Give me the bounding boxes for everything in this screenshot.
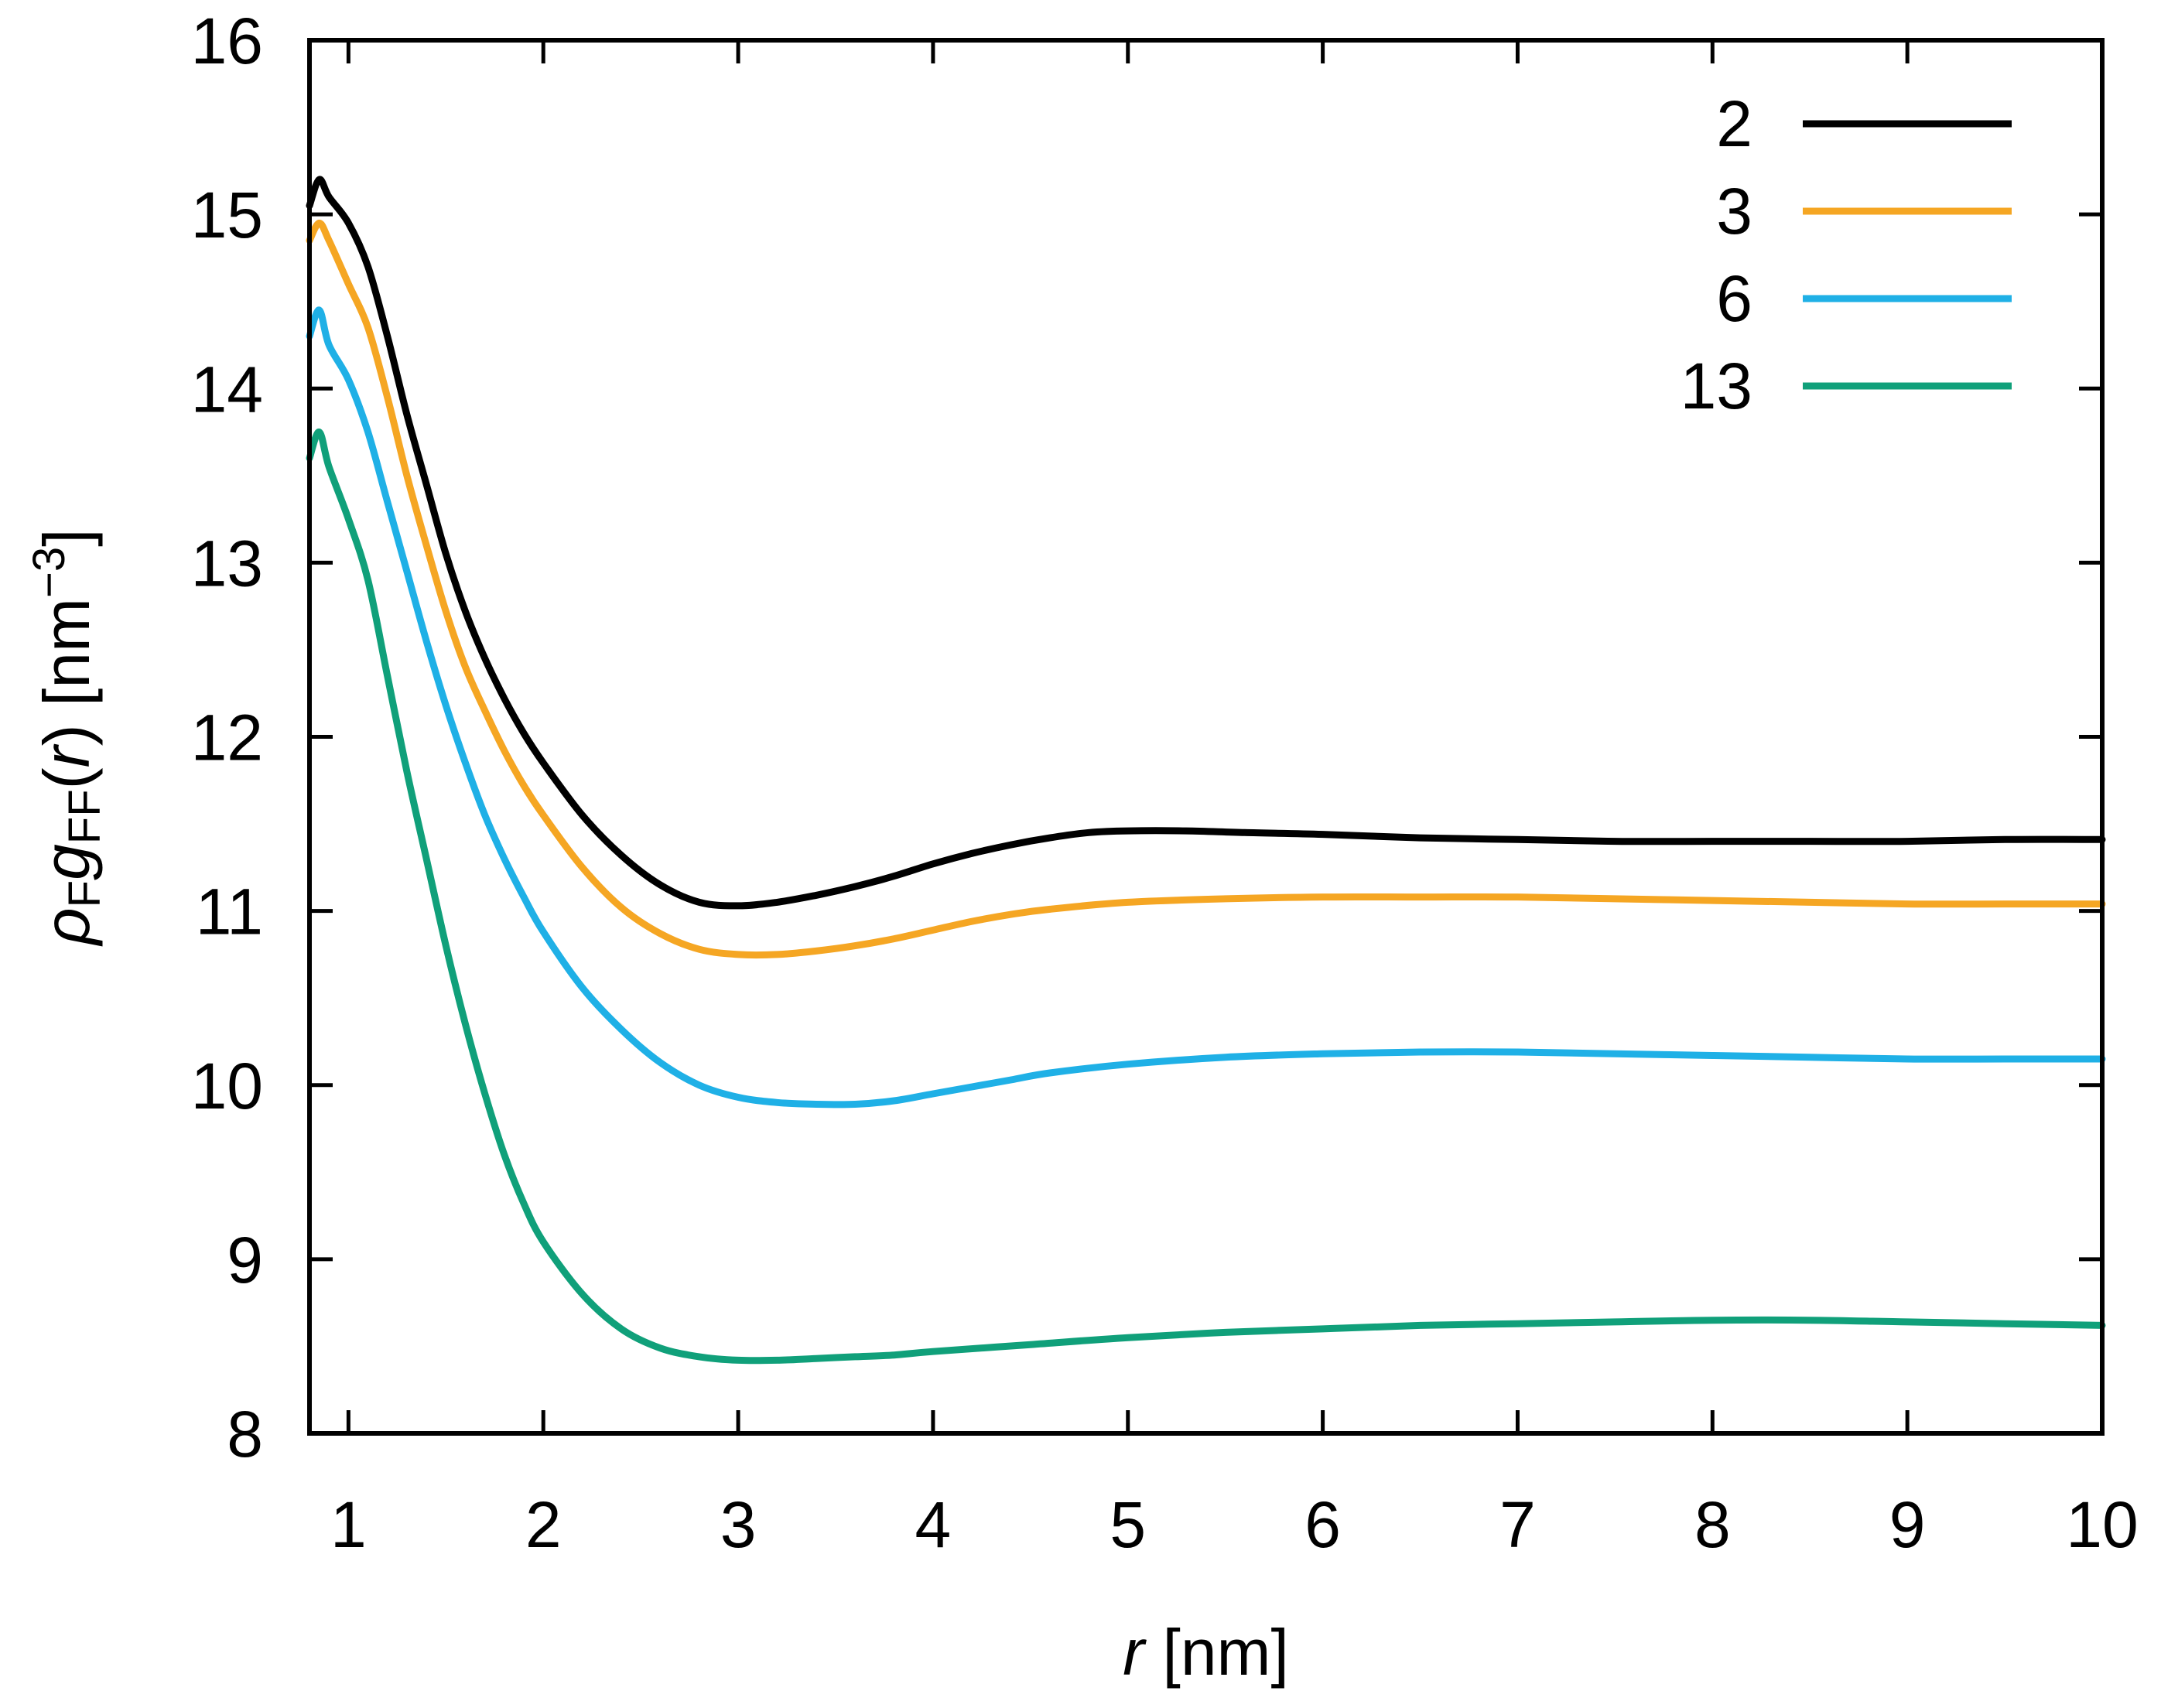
x-tick-label: 7 [1499, 1488, 1536, 1561]
legend-label-13: 13 [1681, 350, 1752, 422]
legend-label-3: 3 [1716, 175, 1752, 248]
y-tick-label: 13 [191, 527, 263, 600]
x-axis-label-var: r [1123, 1616, 1147, 1689]
x-tick-label: 1 [330, 1488, 367, 1561]
y-label-sub-f: F [60, 880, 110, 907]
y-tick-label: 12 [191, 702, 263, 774]
x-tick-label: 8 [1694, 1488, 1731, 1561]
x-tick-label: 6 [1304, 1488, 1341, 1561]
y-tick-label: 16 [191, 5, 263, 77]
plot-frame [307, 38, 2105, 1436]
y-tick-label: 11 [196, 876, 263, 948]
y-label-unit-close: ] [30, 529, 103, 547]
series-line-13 [306, 428, 2106, 1365]
series-line-3 [306, 219, 2106, 959]
y-label-rho: ρ [30, 907, 103, 947]
x-tick-label: 9 [1889, 1488, 1926, 1561]
y-label-unit-open: [nm [30, 598, 103, 724]
y-label-g: g [30, 844, 103, 880]
y-tick-label: 8 [227, 1398, 263, 1471]
x-axis-label-unit: [nm] [1144, 1616, 1289, 1689]
y-label-arg-open: ( [30, 767, 103, 789]
series-line-6 [306, 306, 2106, 1108]
x-tick-label: 5 [1110, 1488, 1146, 1561]
x-tick-label: 4 [915, 1488, 952, 1561]
series-line-2 [306, 176, 2106, 910]
x-axis-label: r [nm] [1123, 1616, 1289, 1689]
y-tick-label: 10 [191, 1050, 263, 1122]
y-label-arg-var: r [30, 743, 103, 767]
y-label-arg-close: ) [30, 724, 103, 746]
y-label-unit-exp: −3 [24, 547, 74, 598]
y-tick-label: 9 [227, 1224, 263, 1296]
y-axis-label: ρFgFF(r) [nm−3] [24, 529, 110, 948]
x-tick-label: 10 [2066, 1488, 2138, 1561]
legend: 2 3 6 13 [1681, 87, 2012, 422]
x-tick-label: 3 [720, 1488, 757, 1561]
y-tick-label: 14 [191, 353, 263, 425]
legend-label-2: 2 [1716, 87, 1752, 160]
y-label-sub-ff: FF [60, 789, 110, 844]
y-tick-label: 15 [191, 179, 263, 251]
x-tick-label: 2 [525, 1488, 562, 1561]
series-layer [306, 176, 2106, 1365]
legend-label-6: 6 [1716, 262, 1752, 335]
